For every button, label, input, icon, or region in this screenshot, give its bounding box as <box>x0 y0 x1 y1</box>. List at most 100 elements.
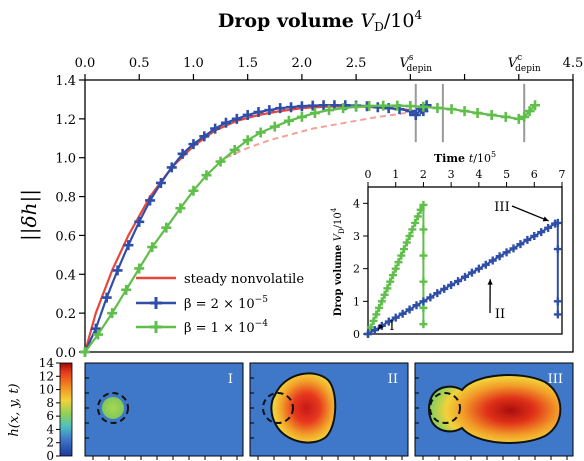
inset-series-point <box>412 301 421 310</box>
legend: steady nonvolatile β = 2 × 10−5 β = 1 × … <box>136 272 304 336</box>
inset-series-point <box>416 205 425 214</box>
series-point <box>519 111 530 122</box>
inset-series-point <box>474 264 483 273</box>
panel-label-I: I <box>228 372 233 387</box>
panel-label-III: III <box>548 372 563 387</box>
inset-series-point <box>530 232 539 240</box>
inset-annotation-arrowhead <box>542 216 549 222</box>
series-point <box>155 177 166 188</box>
heatmap-panel-II: II <box>249 362 409 457</box>
inset-series-point <box>544 223 553 232</box>
colorbar-tick-label: 14 <box>39 356 55 370</box>
inset-series-point <box>397 251 406 260</box>
inset-series-point <box>419 320 428 329</box>
series-point <box>351 101 362 112</box>
colorbar-label: h(x, y, t) <box>7 383 22 436</box>
inset-series-point <box>509 244 518 253</box>
series-point <box>90 323 101 334</box>
series-point <box>286 102 297 113</box>
series-point <box>418 101 429 112</box>
main-title: Drop volume VD/104 <box>218 8 423 34</box>
inset-y-ticks: 0 1 2 3 4 <box>353 197 368 341</box>
legend-label-steady: steady nonvolatile <box>184 272 304 287</box>
heatmap-panel-I: I <box>84 362 244 457</box>
inset-ytick-label: 4 <box>353 197 360 210</box>
inset-annotation-label: III <box>494 200 509 215</box>
inset-xtick-label: 1 <box>392 168 399 181</box>
inset-series-point <box>467 268 476 277</box>
main-ytick-label: 1.2 <box>55 113 76 128</box>
inset-series-point <box>523 235 532 244</box>
inset-series-point <box>502 248 511 257</box>
inset-series-point <box>413 212 422 221</box>
series-point <box>166 162 177 173</box>
series-point <box>269 121 280 132</box>
series-point <box>231 113 242 124</box>
inset-ytick-label: 0 <box>353 328 360 341</box>
inset-series-point <box>384 317 393 326</box>
inset-series-point <box>402 238 411 247</box>
inset-plot-frame <box>367 186 563 335</box>
series-point <box>513 113 524 124</box>
inset-series-point <box>364 330 372 338</box>
series-point <box>446 104 457 115</box>
inset-series-point <box>537 228 546 237</box>
inset-series <box>364 200 562 338</box>
inset-series-point <box>380 290 389 299</box>
series-point <box>283 115 294 126</box>
inset-series-point <box>481 260 490 269</box>
inset-annotation-arrowhead <box>487 279 493 285</box>
main-series <box>80 100 541 357</box>
inset-series-point <box>398 309 407 318</box>
inset-series-point <box>419 251 428 260</box>
series-point <box>324 105 334 116</box>
series-point <box>275 103 286 114</box>
inset-series-point <box>454 277 463 286</box>
colorbar-tick-label: 12 <box>39 369 54 383</box>
inset-series-point <box>411 218 420 227</box>
main-xtick-label: 2.0 <box>292 56 313 71</box>
inset-series-point <box>400 245 409 254</box>
series-point <box>107 308 118 319</box>
series-point <box>307 100 318 111</box>
main-ytick-label: 0.8 <box>55 191 76 206</box>
drop-shape-I <box>102 397 124 419</box>
series-point <box>201 170 212 181</box>
series-point <box>121 284 132 295</box>
series-point <box>364 101 375 112</box>
inset-series-point <box>372 310 381 319</box>
series-point <box>215 156 226 167</box>
series-point <box>123 240 134 251</box>
series-point <box>255 127 266 138</box>
inset-series-point <box>394 258 403 267</box>
series-line <box>225 110 416 159</box>
main-y-ticks: 0.0 0.2 0.4 0.6 0.8 1.0 1.2 1.4 <box>55 74 85 361</box>
inset-series-point <box>461 272 469 281</box>
inset-series-point <box>419 200 428 209</box>
inset-series-point <box>386 277 395 286</box>
series-point <box>145 195 156 206</box>
series-point <box>338 103 349 114</box>
inset-xtick-label: 5 <box>503 168 510 181</box>
series-point <box>524 106 535 117</box>
series-point <box>432 102 443 113</box>
main-ylabel: ||δh|| <box>17 189 42 241</box>
inset-series-point <box>370 326 379 335</box>
series-point <box>199 131 210 142</box>
colorbar-tick-label: 10 <box>39 383 54 397</box>
series-point <box>372 102 383 113</box>
series-point <box>472 108 483 119</box>
colorbar-tick-label: 8 <box>46 396 54 410</box>
main-ytick-label: 0.4 <box>55 268 76 283</box>
series-point <box>459 106 470 117</box>
series-point <box>242 135 253 146</box>
main-xtick-label: 1.5 <box>237 56 258 71</box>
series-point <box>134 263 145 274</box>
inset-series-point <box>369 316 378 325</box>
inset-x-ticks: 0 1 2 3 4 5 6 7 <box>365 168 566 187</box>
main-ytick-label: 0.0 <box>55 346 76 361</box>
inset-series-point <box>408 225 417 234</box>
main-xtick-label: 2.5 <box>346 56 367 71</box>
inset-annotation-label: II <box>495 307 505 322</box>
